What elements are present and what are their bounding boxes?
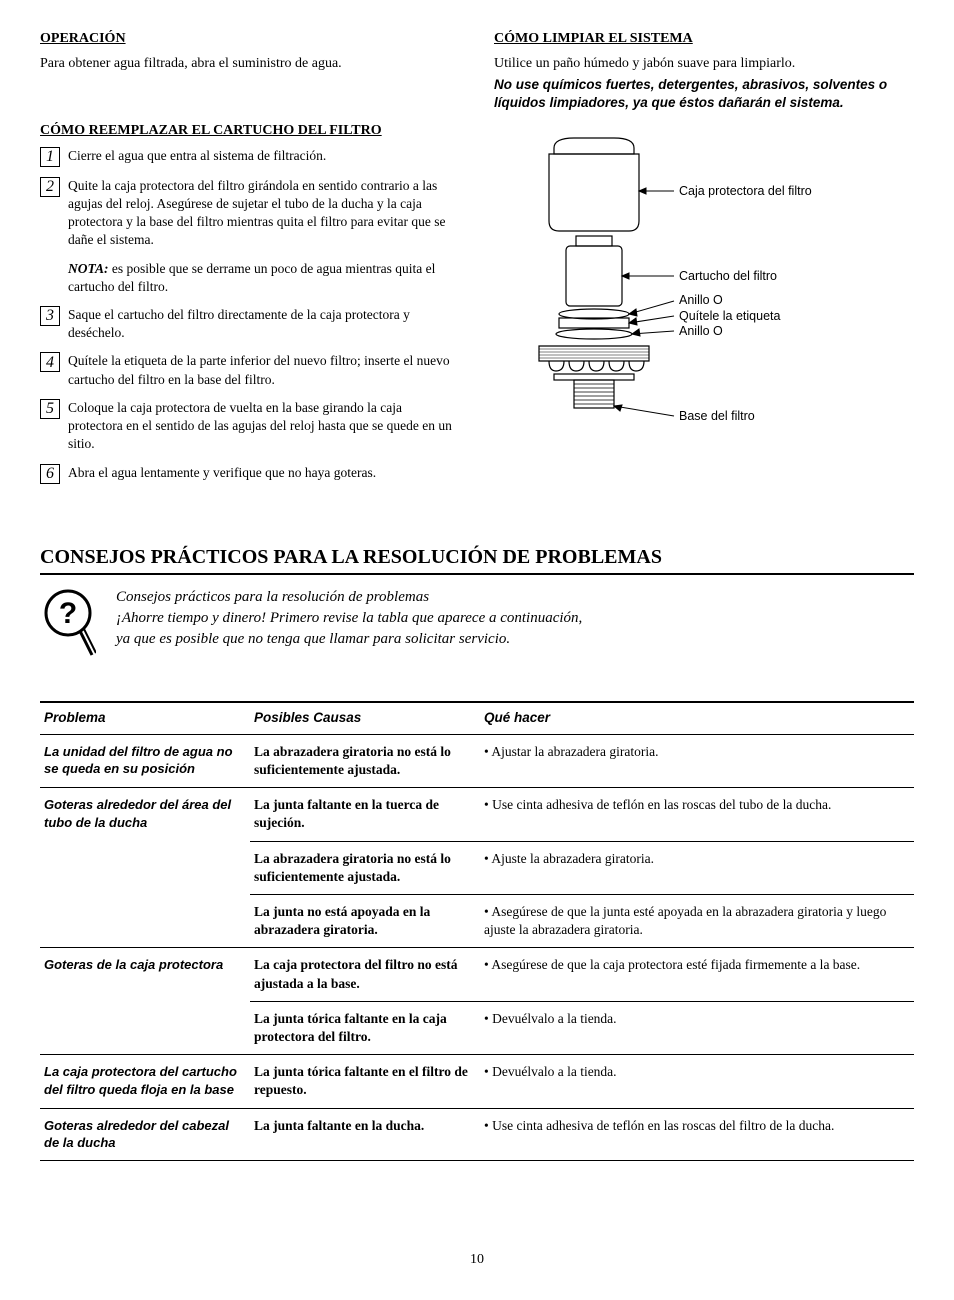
page-number: 10 bbox=[40, 1251, 914, 1270]
step-number: 4 bbox=[40, 352, 60, 372]
troubleshoot-table: Problema Posibles Causas Qué hacer La un… bbox=[40, 701, 914, 1160]
problem-cell bbox=[40, 894, 250, 947]
tips-text: Consejos prácticos para la resolución de… bbox=[116, 587, 582, 650]
tips-line2: ¡Ahorre tiempo y dinero! Primero revise … bbox=[116, 608, 582, 629]
step: 1 Cierre el agua que entra al sistema de … bbox=[40, 147, 454, 167]
note: NOTA: es posible que se derrame un poco … bbox=[68, 260, 454, 296]
table-row: Goteras de la caja protectoraLa caja pro… bbox=[40, 948, 914, 1001]
col-hacer: Qué hacer bbox=[480, 702, 914, 734]
action-cell: • Devuélvalo a la tienda. bbox=[480, 1055, 914, 1108]
action-cell: • Use cinta adhesiva de teflón en las ro… bbox=[480, 1108, 914, 1160]
left-column: OPERACIÓN Para obtener agua filtrada, ab… bbox=[40, 30, 454, 494]
cause-cell: La junta faltante en la tuerca de sujeci… bbox=[250, 788, 480, 841]
problem-cell: La unidad del filtro de agua no se queda… bbox=[40, 734, 250, 787]
step: 5 Coloque la caja protectora de vuelta en… bbox=[40, 399, 454, 454]
table-row: La caja protectora del cartucho del filt… bbox=[40, 1055, 914, 1108]
operacion-heading: OPERACIÓN bbox=[40, 30, 454, 49]
problem-cell bbox=[40, 1001, 250, 1054]
problem-cell: Goteras alrededor del área del tubo de l… bbox=[40, 788, 250, 841]
right-column: CÓMO LIMPIAR EL SISTEMA Utilice un paño … bbox=[494, 30, 914, 494]
action-cell: • Use cinta adhesiva de teflón en las ro… bbox=[480, 788, 914, 841]
step: 4 Quítele la etiqueta de la parte inferio… bbox=[40, 352, 454, 388]
limpiar-text: Utilice un paño húmedo y jabón suave par… bbox=[494, 55, 914, 74]
tips-row: ? Consejos prácticos para la resolución … bbox=[40, 587, 914, 674]
problem-cell bbox=[40, 841, 250, 894]
step-text: Cierre el agua que entra al sistema de f… bbox=[68, 147, 454, 165]
diagram-label-cartucho: Cartucho del filtro bbox=[679, 269, 777, 283]
action-cell: • Asegúrese de que la junta esté apoyada… bbox=[480, 894, 914, 947]
troubleshoot-heading: CONSEJOS PRÁCTICOS PARA LA RESOLUCIÓN DE… bbox=[40, 544, 914, 571]
table-row: La junta tórica faltante en la caja prot… bbox=[40, 1001, 914, 1054]
table-row: La unidad del filtro de agua no se queda… bbox=[40, 734, 914, 787]
step: 6 Abra el agua lentamente y verifique que… bbox=[40, 464, 454, 484]
reemplazar-heading: CÓMO REEMPLAZAR EL CARTUCHO DEL FILTRO bbox=[40, 122, 454, 141]
step: 2 Quite la caja protectora del filtro gir… bbox=[40, 177, 454, 250]
step-text: Coloque la caja protectora de vuelta en … bbox=[68, 399, 454, 454]
upper-columns: OPERACIÓN Para obtener agua filtrada, ab… bbox=[40, 30, 914, 494]
action-cell: • Ajustar la abrazadera giratoria. bbox=[480, 734, 914, 787]
diagram-label-anillo2: Anillo O bbox=[679, 324, 723, 338]
step-text: Quite la caja protectora del filtro girá… bbox=[68, 177, 454, 250]
action-cell: • Asegúrese de que la caja protectora es… bbox=[480, 948, 914, 1001]
tips-line1: Consejos prácticos para la resolución de… bbox=[116, 587, 582, 608]
cause-cell: La abrazadera giratoria no está lo sufic… bbox=[250, 841, 480, 894]
step-text: Quítele la etiqueta de la parte inferior… bbox=[68, 352, 454, 388]
problem-cell: La caja protectora del cartucho del filt… bbox=[40, 1055, 250, 1108]
svg-text:?: ? bbox=[59, 597, 77, 630]
table-row: Goteras alrededor del área del tubo de l… bbox=[40, 788, 914, 841]
filter-diagram: Caja protectora del filtro Cartucho del … bbox=[494, 136, 914, 443]
diagram-label-caja: Caja protectora del filtro bbox=[679, 184, 812, 198]
table-row: La junta no está apoyada en la abrazader… bbox=[40, 894, 914, 947]
heading-underline bbox=[40, 573, 914, 575]
step-list: 1 Cierre el agua que entra al sistema de … bbox=[40, 147, 454, 484]
diagram-label-base: Base del filtro bbox=[679, 409, 755, 423]
problem-cell: Goteras de la caja protectora bbox=[40, 948, 250, 1001]
operacion-text: Para obtener agua filtrada, abra el sumi… bbox=[40, 55, 454, 74]
action-cell: • Ajuste la abrazadera giratoria. bbox=[480, 841, 914, 894]
col-problema: Problema bbox=[40, 702, 250, 734]
step-text: Saque el cartucho del filtro directament… bbox=[68, 306, 454, 342]
table-row: Goteras alrededor del cabezal de la duch… bbox=[40, 1108, 914, 1160]
table-row: La abrazadera giratoria no está lo sufic… bbox=[40, 841, 914, 894]
step-number: 6 bbox=[40, 464, 60, 484]
action-cell: • Devuélvalo a la tienda. bbox=[480, 1001, 914, 1054]
step-number: 3 bbox=[40, 306, 60, 326]
step-number: 1 bbox=[40, 147, 60, 167]
note-text: es posible que se derrame un poco de agu… bbox=[68, 261, 435, 294]
step-number: 2 bbox=[40, 177, 60, 197]
cause-cell: La caja protectora del filtro no está aj… bbox=[250, 948, 480, 1001]
diagram-label-etiqueta: Quítele la etiqueta bbox=[679, 309, 781, 323]
cause-cell: La abrazadera giratoria no está lo sufic… bbox=[250, 734, 480, 787]
cause-cell: La junta tórica faltante en el filtro de… bbox=[250, 1055, 480, 1108]
limpiar-warning: No use químicos fuertes, detergentes, ab… bbox=[494, 76, 914, 112]
limpiar-heading: CÓMO LIMPIAR EL SISTEMA bbox=[494, 30, 914, 49]
step-text: Abra el agua lentamente y verifique que … bbox=[68, 464, 454, 482]
col-causas: Posibles Causas bbox=[250, 702, 480, 734]
note-label: NOTA: bbox=[68, 261, 109, 276]
cause-cell: La junta no está apoyada en la abrazader… bbox=[250, 894, 480, 947]
cause-cell: La junta faltante en la ducha. bbox=[250, 1108, 480, 1160]
step-number: 5 bbox=[40, 399, 60, 419]
question-icon: ? bbox=[40, 587, 96, 674]
diagram-label-anillo1: Anillo O bbox=[679, 293, 723, 307]
tips-line3: ya que es posible que no tenga que llama… bbox=[116, 629, 582, 650]
cause-cell: La junta tórica faltante en la caja prot… bbox=[250, 1001, 480, 1054]
step: 3 Saque el cartucho del filtro directamen… bbox=[40, 306, 454, 342]
problem-cell: Goteras alrededor del cabezal de la duch… bbox=[40, 1108, 250, 1160]
